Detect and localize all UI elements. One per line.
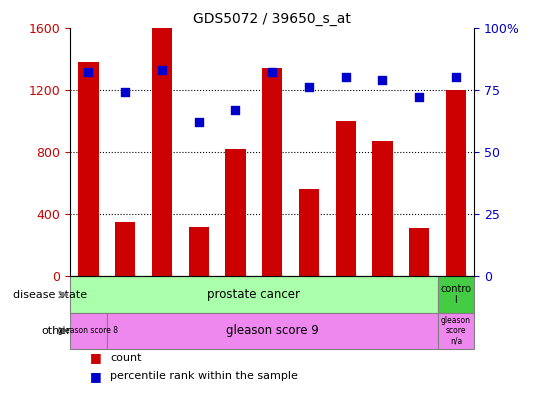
Title: GDS5072 / 39650_s_at: GDS5072 / 39650_s_at — [194, 13, 351, 26]
Bar — [299, 189, 319, 277]
Bar — [115, 222, 135, 277]
Bar — [438, 277, 474, 313]
Point — [378, 77, 387, 83]
Text: contro
l: contro l — [440, 284, 472, 305]
Text: disease state: disease state — [13, 290, 88, 299]
Bar — [409, 228, 429, 277]
Bar — [152, 28, 172, 277]
Point — [305, 84, 313, 90]
Bar — [78, 62, 99, 277]
Bar — [372, 141, 392, 277]
Bar — [189, 227, 209, 277]
Text: other: other — [42, 326, 72, 336]
Point — [195, 119, 203, 125]
Point — [231, 107, 240, 113]
Text: gleason
score
n/a: gleason score n/a — [441, 316, 471, 346]
Bar — [438, 313, 474, 349]
Point — [452, 74, 460, 81]
Bar — [107, 313, 438, 349]
Text: count: count — [110, 353, 142, 363]
Point — [341, 74, 350, 81]
Bar — [70, 313, 107, 349]
Bar — [262, 68, 282, 277]
Text: percentile rank within the sample: percentile rank within the sample — [110, 371, 299, 381]
Bar — [336, 121, 356, 277]
Bar — [225, 149, 246, 277]
Point — [268, 69, 277, 75]
Text: ■: ■ — [91, 369, 102, 383]
Text: gleason score 9: gleason score 9 — [226, 324, 319, 337]
Point — [121, 89, 129, 95]
Text: gleason score 8: gleason score 8 — [58, 326, 119, 335]
Point — [84, 69, 93, 75]
Text: ■: ■ — [91, 351, 102, 364]
Text: prostate cancer: prostate cancer — [208, 288, 300, 301]
Point — [157, 67, 166, 73]
Point — [415, 94, 424, 100]
Bar — [446, 90, 466, 277]
